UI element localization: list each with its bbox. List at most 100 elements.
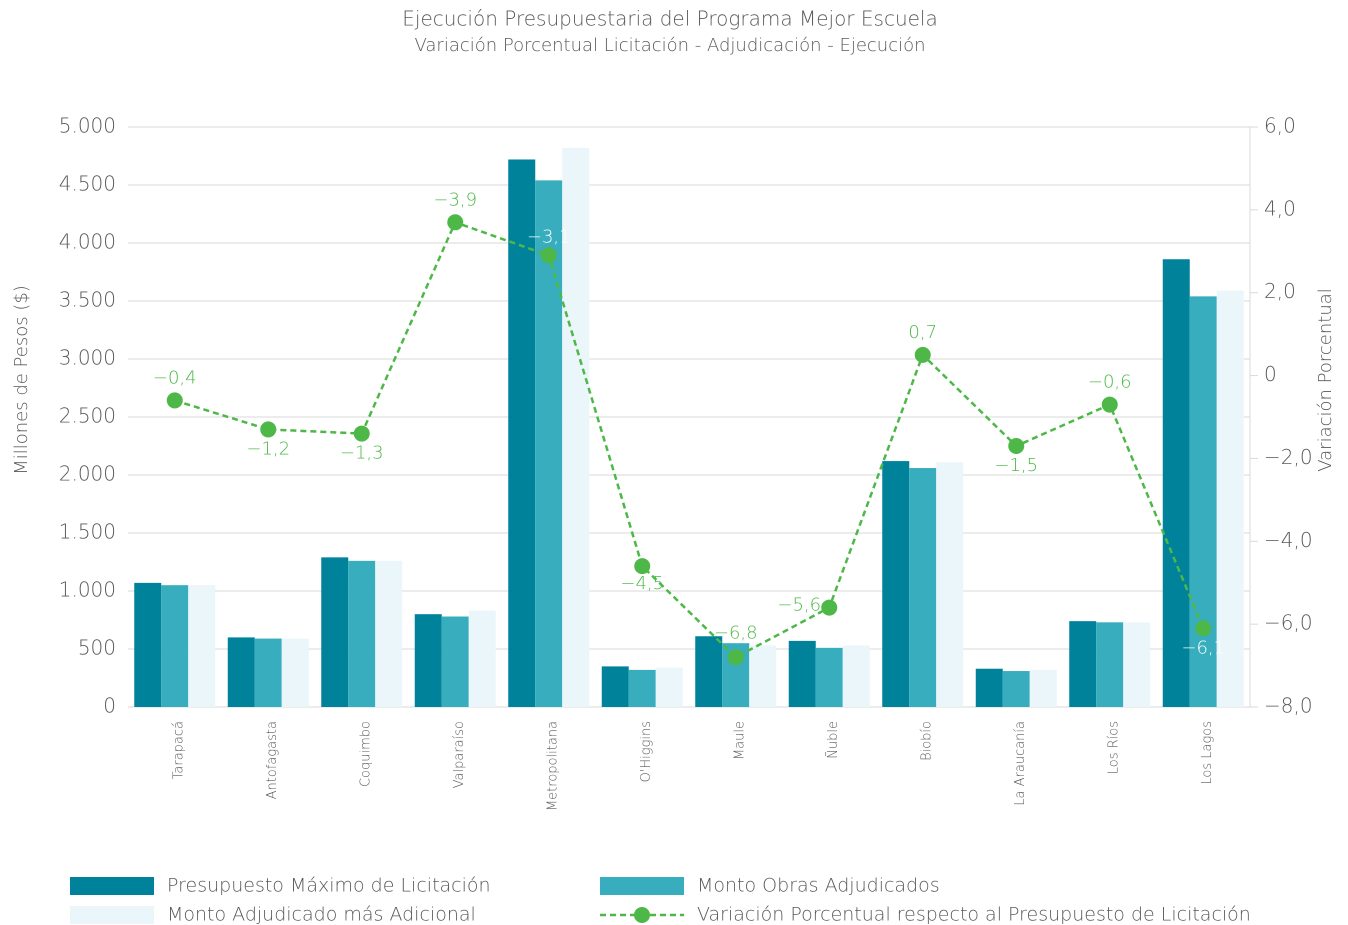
data-label: 0,7 <box>908 322 937 343</box>
bar <box>281 638 309 707</box>
bar <box>227 637 255 707</box>
bar <box>749 645 777 707</box>
y2-tick-label: 0 <box>1264 362 1277 386</box>
line-point <box>821 599 838 616</box>
x-tick-label: O'Higgins <box>639 721 654 782</box>
data-label: −1,2 <box>246 438 290 459</box>
bar <box>909 468 937 707</box>
bar <box>842 645 870 707</box>
y-tick-label: 5.000 <box>59 114 116 138</box>
line-point <box>447 214 464 231</box>
x-tick-label: Metropolitana <box>545 721 560 811</box>
bar <box>254 638 282 707</box>
legend-label: Monto Obras Adjudicados <box>697 875 940 897</box>
line-point <box>914 346 931 363</box>
bar <box>882 461 910 707</box>
chart-subtitle: Variación Porcentual Licitación - Adjudi… <box>414 35 925 56</box>
y2-tick-label: −6,0 <box>1264 611 1313 635</box>
bar <box>414 614 442 707</box>
y2-tick-label: 4,0 <box>1264 196 1296 220</box>
data-label: −4,5 <box>620 573 664 594</box>
x-tick-label: La Araucanía <box>1013 721 1028 806</box>
bar <box>815 647 843 707</box>
bar <box>188 585 216 707</box>
y2-tick-label: −8,0 <box>1264 694 1313 718</box>
data-label: −1,3 <box>340 443 384 464</box>
y2-tick-label: −4,0 <box>1264 528 1313 552</box>
x-tick-label: Ñuble <box>825 721 841 759</box>
y-tick-label: 4.000 <box>59 230 116 254</box>
y2-tick-label: −2,0 <box>1264 445 1313 469</box>
y-tick-label: 3.000 <box>59 346 116 370</box>
bar <box>348 560 376 707</box>
data-label: −3,1 <box>527 226 571 247</box>
line-point <box>634 558 651 575</box>
data-label: −0,4 <box>153 367 197 388</box>
bar <box>936 462 964 707</box>
y-tick-label: 2.500 <box>59 404 116 428</box>
bar <box>628 669 656 707</box>
y-tick-label: 3.500 <box>59 288 116 312</box>
bar <box>1002 671 1030 707</box>
y-tick-label: 1.000 <box>59 578 116 602</box>
data-label: −6,1 <box>1181 637 1225 658</box>
y-tick-label: 4.500 <box>59 172 116 196</box>
x-tick-label: Los Lagos <box>1200 721 1215 785</box>
x-tick-label: Antofagasta <box>265 721 280 799</box>
data-label: −6,8 <box>714 622 758 643</box>
line-point <box>1101 396 1118 413</box>
y-tick-label: 0 <box>103 694 116 718</box>
bar <box>1096 622 1124 707</box>
line-point <box>260 421 277 438</box>
bar <box>975 668 1003 707</box>
bar <box>1069 621 1097 707</box>
legend-swatch <box>600 877 684 895</box>
y2-axis-title: Variación Porcentual <box>1315 288 1336 472</box>
bar <box>655 667 683 707</box>
line-point <box>1195 620 1212 637</box>
legend-swatch <box>70 906 154 924</box>
bar <box>1189 296 1217 707</box>
x-tick-label: Biobío <box>919 721 934 761</box>
y-tick-label: 500 <box>78 636 116 660</box>
data-label: −3,9 <box>433 189 477 210</box>
bar <box>375 560 403 707</box>
line-point <box>166 392 183 409</box>
bar <box>321 557 349 707</box>
bar <box>788 640 816 707</box>
y-axis-title: Millones de Pesos ($) <box>11 285 32 475</box>
line-point <box>1008 438 1025 454</box>
bar <box>134 582 162 707</box>
line-point <box>540 247 557 264</box>
y2-tick-label: 6,0 <box>1264 114 1296 138</box>
legend-swatch <box>634 907 650 923</box>
x-tick-label: Los Ríos <box>1106 721 1121 774</box>
x-tick-label: Tarapacá <box>171 721 186 779</box>
bar <box>1123 622 1151 707</box>
y-tick-label: 2.000 <box>59 462 116 486</box>
bar <box>1216 290 1244 707</box>
bar <box>562 147 590 707</box>
bar <box>441 616 469 707</box>
bar <box>161 585 189 707</box>
data-label: −1,5 <box>994 455 1038 476</box>
bar <box>535 180 563 708</box>
bar <box>695 636 723 707</box>
y-tick-label: 1.500 <box>59 520 116 544</box>
legend-label: Monto Adjudicado más Adicional <box>167 904 476 925</box>
line <box>174 220 1205 659</box>
x-tick-label: Valparaíso <box>452 721 467 788</box>
y2-tick-label: 2,0 <box>1264 279 1296 303</box>
legend-swatch <box>70 877 154 895</box>
data-label: −5,6 <box>777 595 821 616</box>
chart-title: Ejecución Presupuestaria del Programa Me… <box>402 7 937 31</box>
legend-label: Presupuesto Máximo de Licitación <box>167 875 491 897</box>
x-tick-label: Coquimbo <box>358 721 373 787</box>
legend-label: Variación Porcentual respecto al Presupu… <box>697 904 1251 925</box>
x-tick-label: Maule <box>732 721 747 760</box>
line-point <box>727 649 744 666</box>
bar <box>1029 669 1057 707</box>
bar <box>508 159 536 708</box>
bar <box>601 666 629 707</box>
